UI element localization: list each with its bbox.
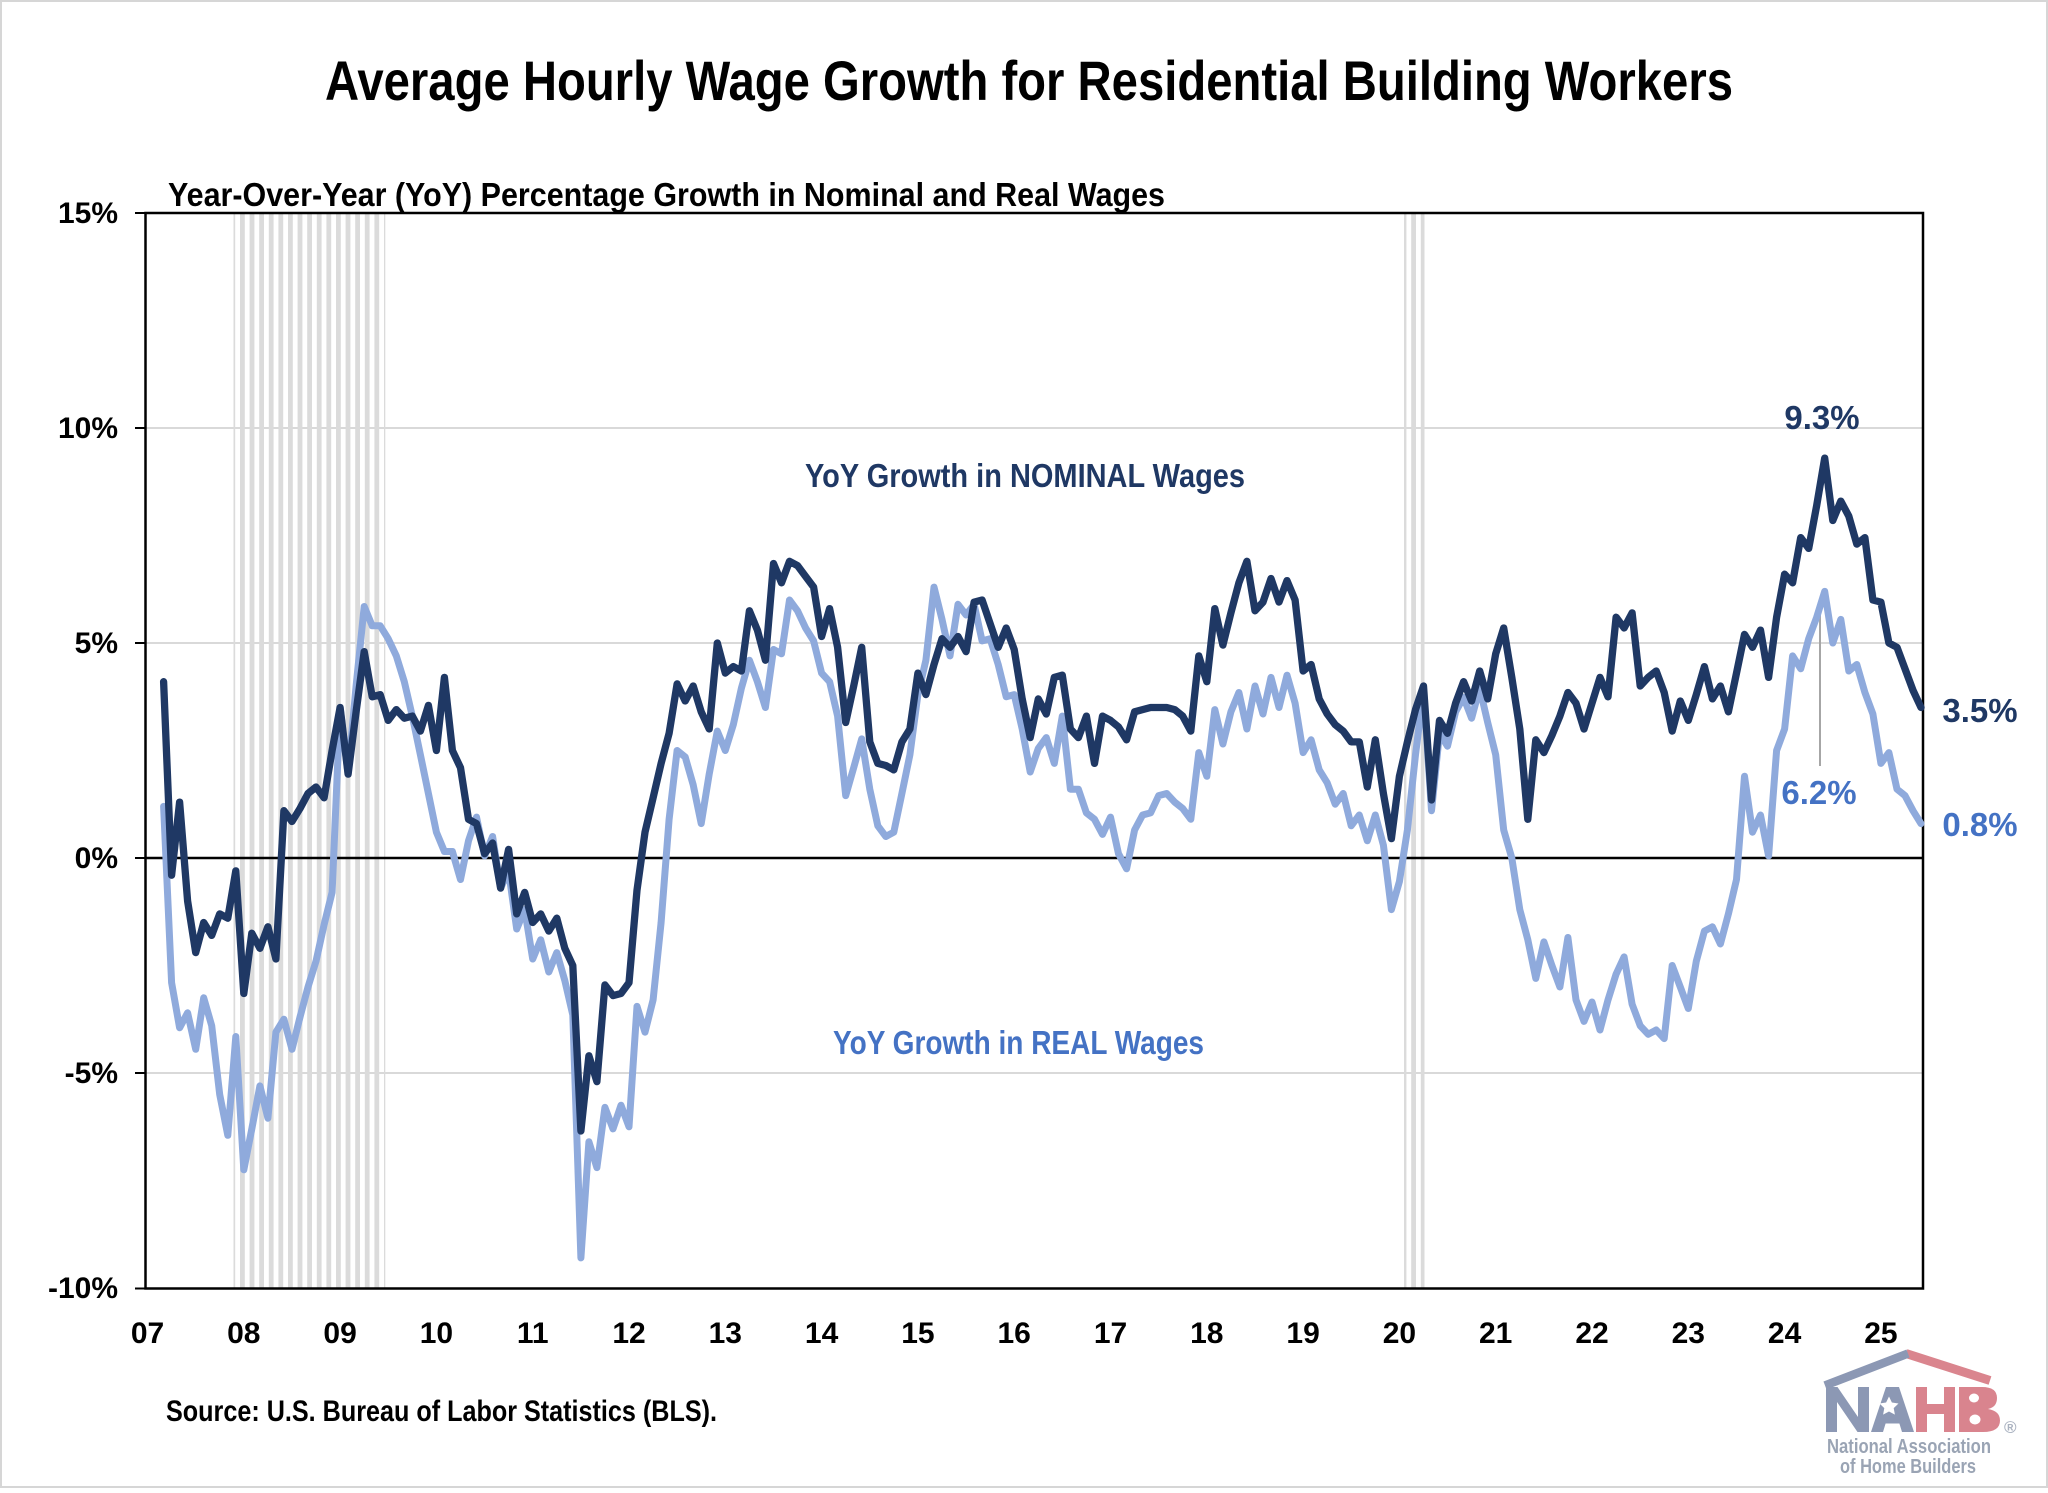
svg-text:23: 23 xyxy=(1672,1317,1705,1350)
svg-text:YoY Growth in REAL Wages: YoY Growth in REAL Wages xyxy=(833,1024,1204,1061)
svg-text:0.8%: 0.8% xyxy=(1942,806,2017,843)
svg-text:19: 19 xyxy=(1286,1317,1319,1350)
svg-text:Average Hourly Wage Growth for: Average Hourly Wage Growth for Residenti… xyxy=(325,49,1733,112)
svg-text:10%: 10% xyxy=(58,412,118,445)
svg-text:12: 12 xyxy=(612,1317,645,1350)
svg-text:21: 21 xyxy=(1479,1317,1512,1350)
svg-text:18: 18 xyxy=(1190,1317,1223,1350)
svg-text:22: 22 xyxy=(1575,1317,1608,1350)
svg-text:YoY Growth in NOMINAL Wages: YoY Growth in NOMINAL Wages xyxy=(805,457,1245,494)
svg-text:10: 10 xyxy=(420,1317,453,1350)
svg-text:11: 11 xyxy=(517,1317,549,1350)
svg-text:17: 17 xyxy=(1094,1317,1127,1350)
svg-text:08: 08 xyxy=(227,1317,260,1350)
svg-text:-10%: -10% xyxy=(48,1272,118,1305)
svg-text:National Association: National Association xyxy=(1827,1436,1991,1458)
svg-text:14: 14 xyxy=(805,1317,839,1350)
svg-text:9.3%: 9.3% xyxy=(1784,399,1859,436)
svg-text:3.5%: 3.5% xyxy=(1942,692,2017,729)
svg-text:15: 15 xyxy=(901,1317,934,1350)
svg-text:24: 24 xyxy=(1768,1317,1802,1350)
svg-text:5%: 5% xyxy=(75,627,118,660)
svg-text:-5%: -5% xyxy=(65,1057,118,1090)
svg-text:Source: U.S. Bureau of Labor S: Source: U.S. Bureau of Labor Statistics … xyxy=(166,1395,717,1428)
svg-text:13: 13 xyxy=(709,1317,742,1350)
svg-text:16: 16 xyxy=(998,1317,1031,1350)
svg-text:07: 07 xyxy=(131,1317,164,1350)
svg-text:15%: 15% xyxy=(58,197,118,230)
svg-text:of Home Builders: of Home Builders xyxy=(1840,1456,1976,1478)
svg-text:6.2%: 6.2% xyxy=(1781,774,1856,811)
svg-text:®: ® xyxy=(2004,1418,2017,1437)
svg-text:Year-Over-Year (YoY) Percentag: Year-Over-Year (YoY) Percentage Growth i… xyxy=(168,176,1165,213)
svg-text:09: 09 xyxy=(323,1317,356,1350)
svg-text:20: 20 xyxy=(1383,1317,1416,1350)
svg-text:25: 25 xyxy=(1864,1317,1897,1350)
svg-text:0%: 0% xyxy=(75,842,118,875)
